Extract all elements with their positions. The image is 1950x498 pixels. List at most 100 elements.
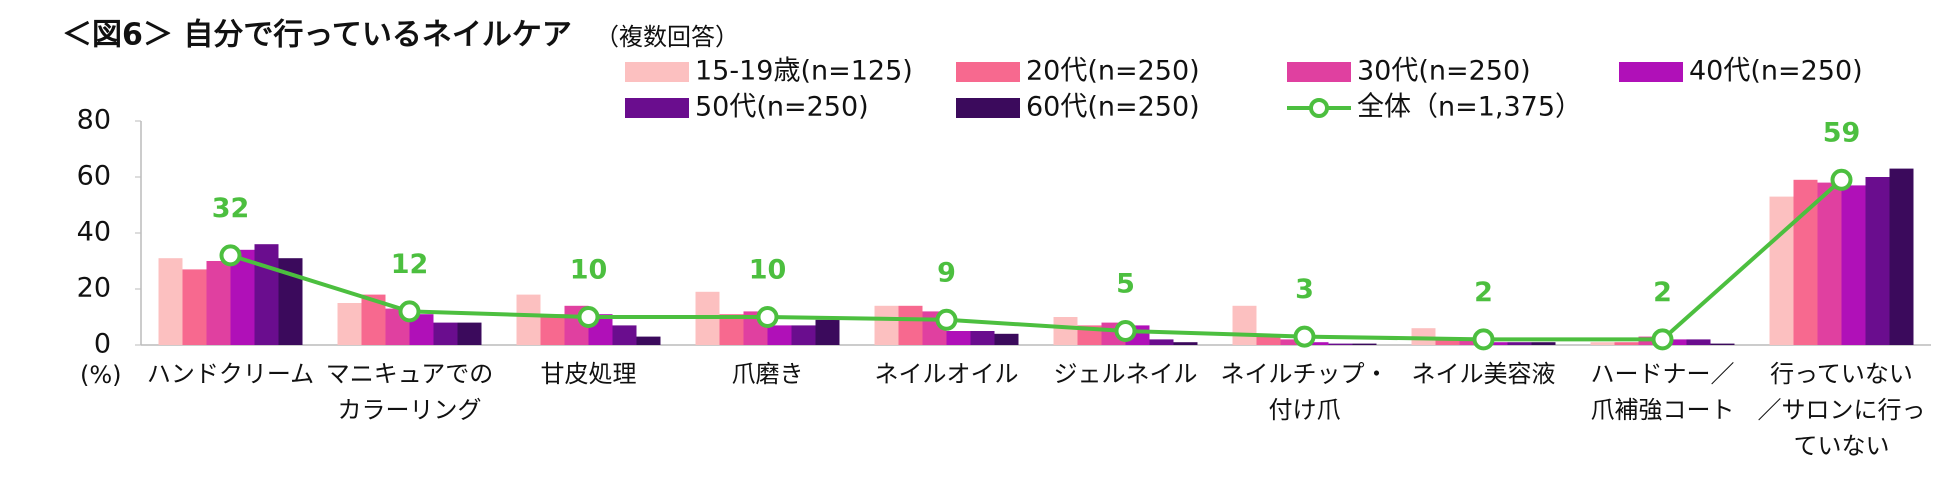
line-marker xyxy=(1472,328,1495,351)
y-tick-label: 0 xyxy=(94,329,111,360)
bar xyxy=(516,294,541,345)
bar xyxy=(1328,343,1353,345)
bar xyxy=(1459,339,1484,345)
x-tick-label: マニキュアでのカラーリング xyxy=(326,360,494,424)
bar xyxy=(1590,342,1615,345)
bar xyxy=(1769,196,1794,345)
bar xyxy=(1149,339,1174,345)
y-tick-label: 80 xyxy=(77,105,111,136)
bar xyxy=(1280,339,1305,345)
bar xyxy=(994,333,1019,345)
bar xyxy=(254,244,279,345)
bar xyxy=(1710,343,1735,345)
bar xyxy=(946,331,971,345)
data-label: 10 xyxy=(570,255,608,286)
bar xyxy=(636,336,661,345)
bar xyxy=(1256,336,1281,345)
bar xyxy=(1614,342,1639,345)
bar xyxy=(1662,339,1687,345)
line-marker xyxy=(1830,168,1853,191)
data-label: 10 xyxy=(749,255,787,286)
bar xyxy=(1817,182,1842,345)
data-label: 2 xyxy=(1474,277,1493,308)
legend-label: 20代(n=250) xyxy=(1026,56,1200,87)
line xyxy=(229,178,1843,342)
line-marker xyxy=(1651,328,1674,351)
bar xyxy=(1304,342,1329,345)
bar xyxy=(719,314,744,345)
bar xyxy=(182,269,207,345)
bar xyxy=(970,331,995,345)
bar xyxy=(898,305,923,345)
bar xyxy=(230,249,255,345)
legend-label: 50代(n=250) xyxy=(695,92,869,123)
y-tick-label: 20 xyxy=(77,273,111,304)
x-tick-label: ハードナー／爪補強コート xyxy=(1591,360,1735,424)
bar xyxy=(1352,343,1377,345)
x-tick-label: 爪磨き xyxy=(732,360,804,388)
bar xyxy=(433,322,458,345)
bar xyxy=(1865,177,1890,345)
x-tick-label: ネイル美容液 xyxy=(1412,360,1556,388)
bar xyxy=(337,303,362,345)
x-tick-label: ネイルチップ・付け爪 xyxy=(1221,360,1389,424)
bar xyxy=(612,325,637,345)
line-marker xyxy=(935,308,958,331)
data-label: 59 xyxy=(1823,117,1861,148)
bar xyxy=(206,261,231,345)
y-tick-label: 60 xyxy=(77,161,111,192)
line-marker xyxy=(219,244,242,267)
line-marker xyxy=(1114,320,1137,342)
x-tick-label: ハンドクリーム xyxy=(147,360,314,388)
bar xyxy=(1435,339,1460,345)
data-label: 2 xyxy=(1653,277,1672,308)
data-label: 12 xyxy=(391,249,429,280)
data-label: 9 xyxy=(937,257,956,288)
data-label: 3 xyxy=(1295,274,1314,305)
legend-swatch xyxy=(625,62,689,82)
bar xyxy=(1483,342,1508,345)
y-unit: (%) xyxy=(80,361,122,389)
bar xyxy=(158,258,183,345)
legend-label: 30代(n=250) xyxy=(1357,56,1531,87)
bar xyxy=(1053,317,1078,345)
data-label: 5 xyxy=(1116,269,1135,300)
bar xyxy=(1507,342,1532,345)
legend-label: 全体（n=1,375） xyxy=(1357,92,1582,123)
x-tick-label: 行っていない／サロンに行っていない xyxy=(1758,360,1926,460)
legend-label: 15-19歳(n=125) xyxy=(695,56,913,87)
legend-swatch xyxy=(956,98,1020,118)
bar xyxy=(1232,305,1257,345)
chart-subtitle: （複数回答） xyxy=(595,23,739,51)
line-marker xyxy=(577,306,600,328)
x-tick-label: 甘皮処理 xyxy=(541,360,637,388)
legend-label: 60代(n=250) xyxy=(1026,92,1200,123)
bar xyxy=(767,325,792,345)
bar xyxy=(1686,339,1711,345)
bar xyxy=(815,319,840,345)
bar xyxy=(1889,168,1914,345)
bar xyxy=(1531,342,1556,345)
legend-marker xyxy=(1309,98,1329,118)
bar xyxy=(874,305,899,345)
chart-title: ＜図6＞ 自分で行っているネイルケア xyxy=(62,18,572,53)
legend-swatch xyxy=(956,62,1020,82)
bar xyxy=(457,322,482,345)
x-tick-label: ジェルネイル xyxy=(1054,360,1198,388)
line-marker xyxy=(756,306,779,328)
legend-swatch xyxy=(625,98,689,118)
bar xyxy=(1841,185,1866,345)
legend-swatch xyxy=(1619,62,1683,82)
legend-label: 40代(n=250) xyxy=(1689,56,1863,87)
bar xyxy=(540,314,565,345)
x-tick-label: ネイルオイル xyxy=(875,360,1019,388)
data-label: 32 xyxy=(212,193,250,224)
bar xyxy=(1173,342,1198,345)
y-tick-label: 40 xyxy=(77,217,111,248)
line-marker xyxy=(398,300,421,323)
legend-swatch xyxy=(1287,62,1351,82)
bar xyxy=(791,325,816,345)
line-marker xyxy=(1293,325,1316,348)
